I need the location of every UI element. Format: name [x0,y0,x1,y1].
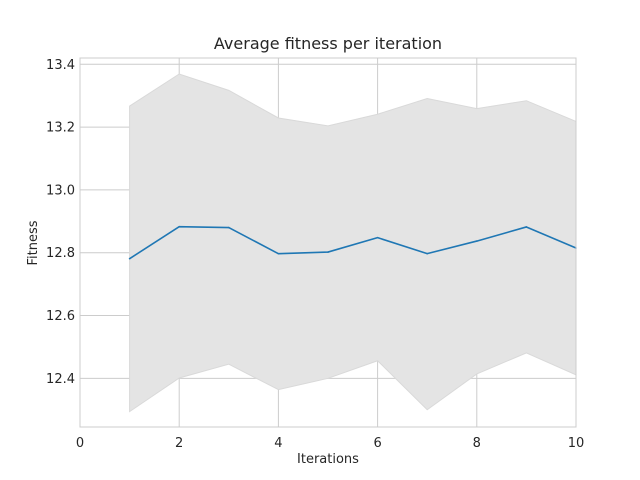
x-tick-label: 4 [274,436,282,451]
plot-frame [79,57,577,428]
chart-title: Average fitness per iteration [214,34,442,53]
data-point [178,225,180,228]
series-line [129,225,577,260]
y-tick-label: 12.8 [46,246,75,261]
y-tick-label: 13.4 [46,58,75,73]
x-tick-label: 0 [76,436,84,451]
data-point [228,226,230,229]
data-point [128,257,131,260]
x-axis-label: Iterations [297,452,359,467]
x-tick-label: 10 [568,436,585,451]
data-point [327,251,329,253]
data-point [426,252,429,255]
line-layer [128,225,577,260]
y-tick-label: 13.0 [46,183,75,198]
data-point [525,226,528,228]
y-axis-label: Fitness [26,220,41,265]
y-tick-labels: 12.4 12.6 12.8 13.0 13.2 13.4 [46,58,75,387]
x-tick-label: 8 [473,436,481,451]
x-tick-label: 6 [373,436,381,451]
data-point [376,236,379,239]
y-tick-label: 13.2 [46,121,75,136]
x-tick-label: 2 [175,436,183,451]
x-tick-labels: 0 2 4 6 8 10 [76,436,584,451]
data-point [277,252,280,255]
y-tick-label: 12.6 [46,309,75,324]
data-point [476,240,478,242]
y-tick-label: 12.4 [46,372,75,387]
